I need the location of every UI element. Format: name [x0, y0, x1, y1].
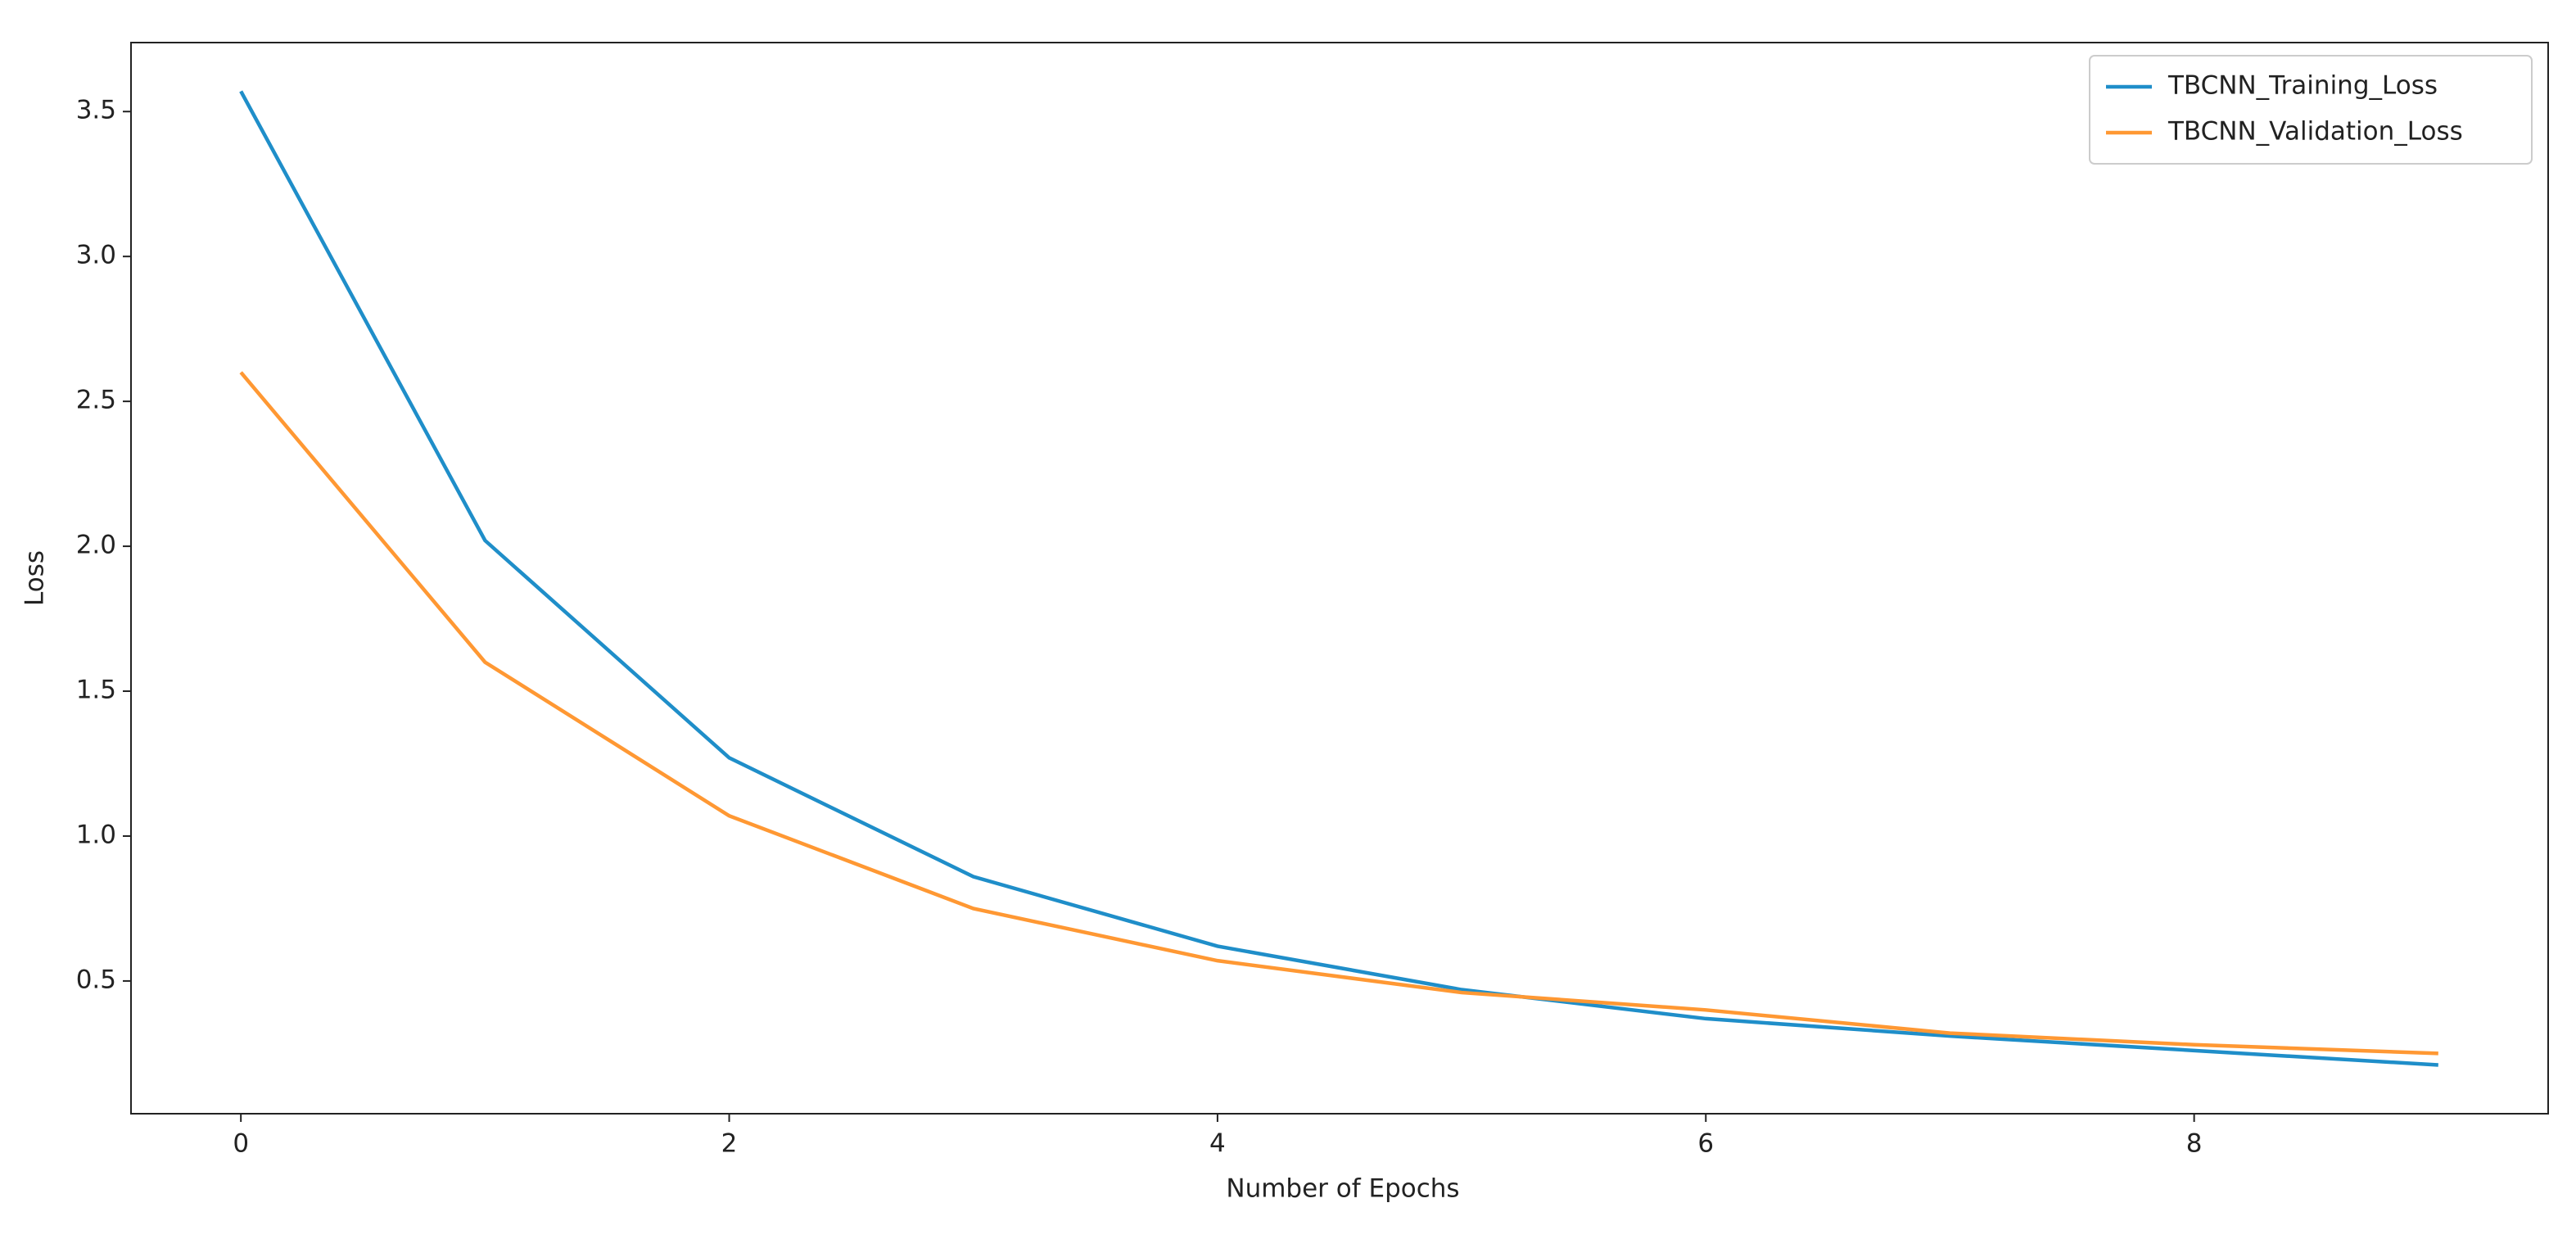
y-tick-label: 3.0 [76, 241, 116, 270]
x-tick-label: 4 [1209, 1129, 1226, 1159]
y-axis-label: Loss [20, 550, 50, 606]
y-tick-label: 3.5 [76, 96, 116, 125]
y-tick-label: 2.5 [76, 386, 116, 415]
x-tick-label: 6 [1697, 1129, 1714, 1159]
series-line [239, 90, 2438, 1067]
y-tick-label: 1.0 [76, 820, 116, 849]
y-tick-label: 1.5 [76, 676, 116, 705]
x-tick-label: 2 [721, 1129, 738, 1159]
legend-box [2089, 55, 2533, 165]
x-tick-label: 8 [2186, 1129, 2203, 1159]
series-line [239, 371, 2438, 1056]
x-tick-label: 0 [233, 1129, 249, 1159]
y-tick-label: 2.0 [76, 531, 116, 560]
x-axis-label: Number of Epochs [1226, 1174, 1459, 1204]
legend-label: TBCNN_Training_Loss [2167, 71, 2438, 101]
legend-label: TBCNN_Validation_Loss [2167, 117, 2463, 147]
legend: TBCNN_Training_Loss TBCNN_Validation_Loss [2089, 55, 2533, 165]
y-tick-label: 0.5 [76, 965, 116, 994]
plot-frame [130, 42, 2549, 1115]
